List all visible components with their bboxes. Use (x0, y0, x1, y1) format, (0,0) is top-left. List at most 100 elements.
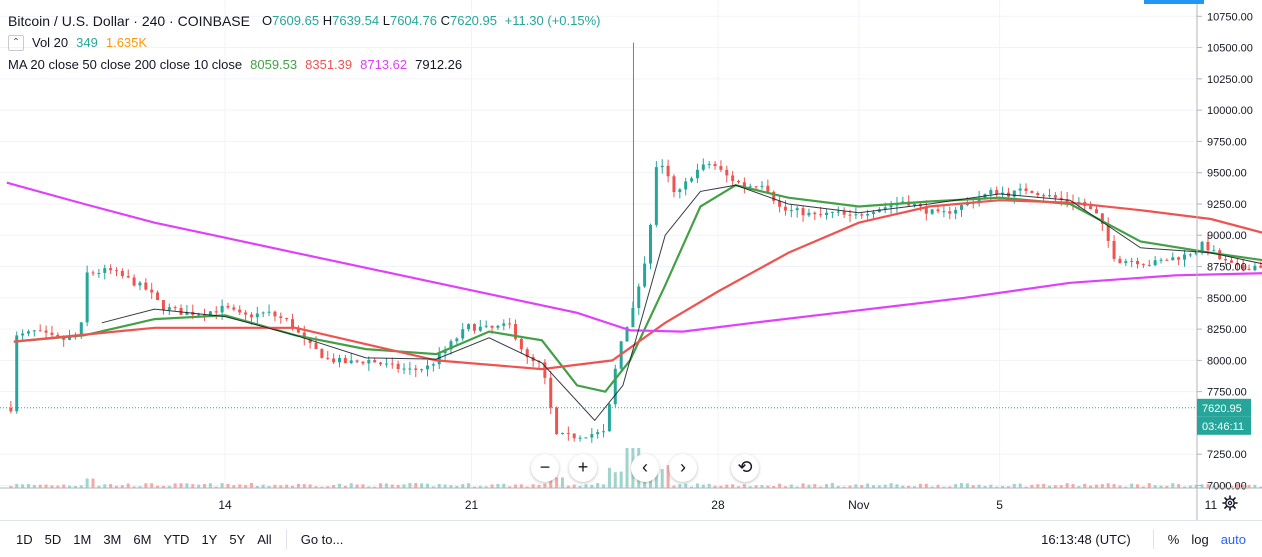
volume-bar (942, 486, 946, 488)
ma-legend-row: MA 20 close 50 close 200 close 10 close … (8, 54, 601, 76)
volume-bar (214, 486, 218, 488)
volume-bar (68, 485, 72, 488)
candle-body (132, 277, 136, 286)
volume-bar (883, 484, 887, 488)
y-tick-label: 10750.00 (1207, 11, 1253, 23)
zoom-out-button[interactable]: − (531, 454, 559, 482)
volume-bar (625, 448, 629, 488)
range-ytd[interactable]: YTD (163, 531, 190, 547)
volume-bar (367, 486, 371, 488)
candle-body (478, 326, 482, 331)
candle-body (1118, 258, 1122, 264)
candle-body (625, 327, 629, 342)
volume-bar (32, 484, 36, 488)
candle-body (249, 314, 253, 318)
range-1d[interactable]: 1D (16, 531, 33, 547)
range-1m[interactable]: 1M (73, 531, 92, 547)
candle-body (678, 189, 682, 193)
candle-body (232, 307, 236, 310)
volume-bar (379, 483, 383, 488)
volume-bar (437, 484, 441, 488)
volume-bar (778, 483, 782, 488)
scroll-right-button[interactable]: › (669, 454, 697, 482)
volume-bar (678, 484, 682, 488)
candle-body (748, 186, 752, 188)
volume-bar (701, 484, 705, 488)
candle-body (1094, 209, 1098, 214)
log-scale-toggle[interactable]: log (1191, 531, 1209, 547)
price-change: +11.30 (+0.15%) (504, 13, 601, 28)
volume-bar (1218, 485, 1222, 488)
candle-body (719, 166, 723, 170)
toolbar-accent (1144, 0, 1204, 4)
percent-scale-toggle[interactable]: % (1167, 531, 1180, 547)
candle-body (742, 182, 746, 187)
candle-body (467, 324, 471, 330)
volume-bar (877, 485, 881, 488)
volume-bar (977, 484, 981, 488)
chevron-up-icon[interactable]: ⌃ (8, 35, 24, 51)
volume-bar (1100, 484, 1104, 488)
volume-bar (1159, 485, 1163, 488)
volume-bar (772, 485, 776, 488)
auto-scale-toggle[interactable]: auto (1220, 531, 1246, 547)
candle-body (819, 214, 823, 216)
zoom-in-button[interactable]: + (569, 454, 597, 482)
candle-body (85, 272, 89, 323)
symbol-title[interactable]: Bitcoin / U.S. Dollar · 240 · COINBASE (8, 13, 250, 29)
volume-bar (461, 484, 465, 488)
volume-bar (296, 483, 300, 488)
range-5y[interactable]: 5Y (229, 531, 246, 547)
candle-body (508, 323, 512, 325)
volume-bar (1001, 485, 1005, 488)
candle-body (185, 311, 189, 315)
volume-indicator-name[interactable]: Vol 20 (32, 35, 69, 50)
volume-bar (795, 486, 799, 488)
volume-bar (690, 486, 694, 488)
volume-bar (965, 483, 969, 488)
volume-bar (596, 483, 600, 488)
volume-bar (1188, 485, 1192, 488)
ma-indicator-name[interactable]: MA 20 close 50 close 200 close 10 close (8, 57, 243, 72)
chart-canvas[interactable]: 10750.00 10500.00 10250.00 10000.00 9750.00 9… (0, 0, 1262, 520)
close-value: 7620.95 (449, 13, 497, 28)
candle-body (97, 272, 101, 274)
volume-bar (754, 485, 758, 488)
candle-body (355, 360, 359, 362)
range-5d[interactable]: 5D (44, 531, 62, 547)
candle-body (296, 328, 300, 333)
range-all[interactable]: All (257, 531, 272, 547)
candle-body (426, 365, 430, 370)
gear-icon[interactable] (1222, 495, 1238, 511)
goto-button[interactable]: Go to... (300, 531, 344, 547)
volume-bar (326, 486, 330, 488)
candle-body (1001, 192, 1005, 195)
range-1y[interactable]: 1Y (201, 531, 218, 547)
volume-bar (508, 486, 512, 488)
candle-body (760, 185, 764, 187)
candle-body (936, 209, 940, 212)
volume-bar (1171, 483, 1175, 488)
scroll-left-button[interactable]: ‹ (631, 454, 659, 482)
open-value: 7609.65 (272, 13, 320, 28)
candle-body (954, 209, 958, 214)
candle-body (44, 330, 48, 333)
range-6m[interactable]: 6M (133, 531, 152, 547)
candle-body (825, 212, 829, 216)
utc-clock[interactable]: 16:13:48 (UTC) (1041, 531, 1131, 547)
y-tick-label: 9250.00 (1207, 199, 1247, 211)
candle-body (648, 224, 652, 264)
candle-body (848, 214, 852, 216)
candle-body (713, 163, 717, 167)
candle-body (373, 360, 377, 363)
candle-body (572, 433, 576, 439)
volume-bar (748, 486, 752, 488)
reset-chart-button[interactable]: ⟲ (731, 454, 759, 482)
candle-body (1048, 195, 1052, 197)
range-3m[interactable]: 3M (103, 531, 122, 547)
candle-body (114, 270, 118, 272)
volume-bar (1094, 484, 1098, 488)
candle-body (737, 180, 741, 183)
candles (9, 42, 1262, 443)
